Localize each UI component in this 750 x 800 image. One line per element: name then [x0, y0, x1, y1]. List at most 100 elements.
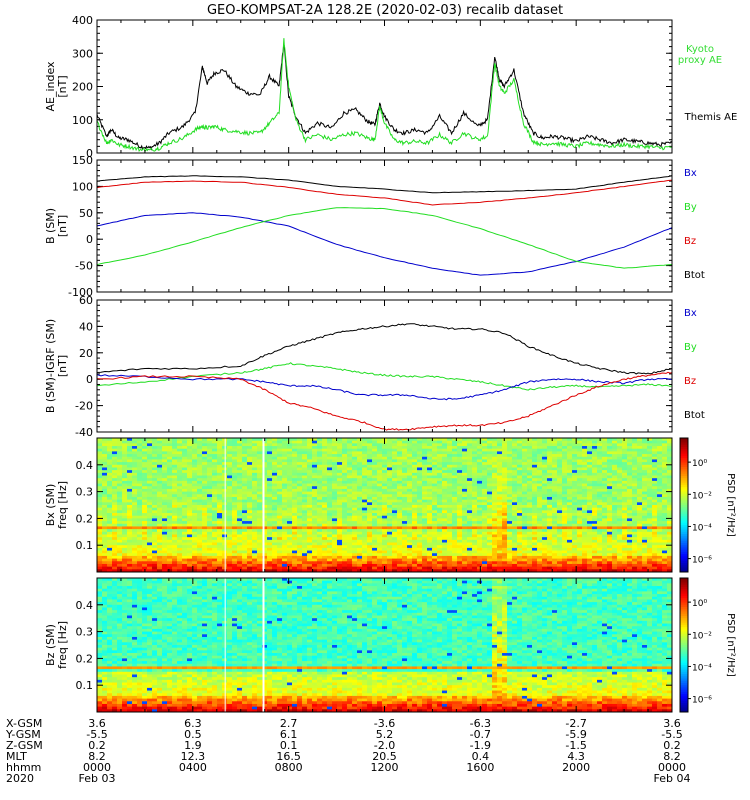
heatmap-cell [452, 446, 458, 450]
heatmap-cell [402, 462, 408, 466]
heatmap-cell [227, 515, 233, 519]
heatmap-cell [602, 440, 608, 444]
heatmap-cell [372, 480, 378, 484]
heatmap-cell [272, 478, 278, 482]
heatmap-cell [322, 531, 328, 535]
heatmap-cell [297, 438, 303, 442]
heatmap-cell [342, 454, 348, 458]
heatmap-cell [362, 486, 368, 490]
heatmap-cell [362, 526, 368, 530]
heatmap-cell [117, 480, 123, 484]
y-axis-label: AE_index [44, 61, 57, 112]
heatmap-cell [332, 491, 338, 495]
heatmap-cell [627, 488, 633, 492]
heatmap-cell [447, 531, 453, 535]
heatmap-cell [147, 505, 153, 509]
heatmap-cell [442, 510, 448, 514]
heatmap-cell [487, 483, 493, 487]
heatmap-cell [397, 502, 403, 506]
heatmap-cell [597, 542, 603, 546]
heatmap-cell [117, 521, 123, 525]
heatmap-cell [207, 456, 213, 460]
panel-bx_spec: Bx (SM) freq [Hz]0.10.20.30.4 10⁰10⁻²10⁻⁴1… [44, 437, 736, 573]
heatmap-cell [257, 451, 263, 455]
heatmap-cell [627, 518, 633, 522]
heatmap-cell [272, 464, 278, 468]
heatmap-cell [542, 539, 548, 543]
heatmap-cell [567, 499, 573, 503]
heatmap-cell [407, 534, 413, 538]
heatmap-cell [387, 446, 393, 450]
heatmap-cell [367, 443, 373, 447]
heatmap-cell [287, 464, 293, 468]
heatmap-cell [547, 486, 553, 490]
heatmap-cell [427, 464, 433, 468]
heatmap-cell [557, 448, 563, 452]
heatmap-cell [347, 537, 353, 541]
heatmap-cell [482, 440, 488, 444]
heatmap-cell [587, 443, 593, 447]
heatmap-cell [107, 521, 113, 525]
heatmap-cell [347, 464, 353, 468]
heatmap-cell [302, 507, 308, 511]
heatmap-cell [267, 539, 273, 543]
heatmap-cell [207, 523, 213, 527]
heatmap-cell [122, 502, 128, 506]
heatmap-cell [332, 438, 338, 442]
heatmap-cell [527, 526, 533, 530]
heatmap-cell [182, 467, 188, 471]
heatmap-cell [262, 467, 268, 471]
heatmap-cell [402, 542, 408, 546]
heatmap-cell [607, 451, 613, 455]
heatmap-cell [607, 510, 613, 514]
heatmap-cell [202, 470, 208, 474]
heatmap-cell [397, 494, 403, 498]
heatmap-cell [667, 456, 673, 460]
heatmap-cell [577, 454, 583, 458]
heatmap-cell [412, 531, 418, 535]
heatmap-cell [257, 494, 263, 498]
heatmap-cell [567, 478, 573, 482]
heatmap-cell [272, 446, 278, 450]
heatmap-cell [407, 470, 413, 474]
heatmap-cell [122, 545, 128, 549]
heatmap-cell [642, 491, 648, 495]
heatmap-cell [437, 448, 443, 452]
heatmap-cell [587, 510, 593, 514]
heatmap-cell [372, 462, 378, 466]
heatmap-cell [457, 467, 463, 471]
heatmap-cell [627, 510, 633, 514]
heatmap-cell [532, 505, 538, 509]
heatmap-cell [277, 464, 283, 468]
heatmap-cell [557, 472, 563, 476]
heatmap-cell [172, 472, 178, 476]
heatmap-cell [382, 513, 388, 517]
heatmap-cell [282, 513, 288, 517]
heatmap-cell [597, 513, 603, 517]
heatmap-cell [652, 456, 658, 460]
heatmap-cell [242, 491, 248, 495]
heatmap-cell [177, 475, 183, 479]
heatmap-cell [537, 494, 543, 498]
heatmap-cell [237, 480, 243, 484]
heatmap-cell [172, 451, 178, 455]
heatmap-cell [157, 475, 163, 479]
heatmap-cell [122, 526, 128, 530]
heatmap-cell [257, 456, 263, 460]
heatmap-cell [517, 475, 523, 479]
heatmap-cell [382, 478, 388, 482]
heatmap-cell [642, 529, 648, 533]
heatmap-cell [127, 459, 133, 463]
heatmap-cell [137, 438, 143, 442]
heatmap-cell [232, 475, 238, 479]
heatmap-cell [537, 472, 543, 476]
heatmap-cell [482, 537, 488, 541]
heatmap-cell [647, 448, 653, 452]
heatmap-cell [567, 456, 573, 460]
heatmap-cell [122, 446, 128, 450]
heatmap-cell [582, 480, 588, 484]
heatmap-cell [432, 513, 438, 517]
heatmap-cell [552, 496, 558, 501]
heatmap-cell [477, 526, 483, 530]
heatmap-cell [252, 539, 258, 543]
